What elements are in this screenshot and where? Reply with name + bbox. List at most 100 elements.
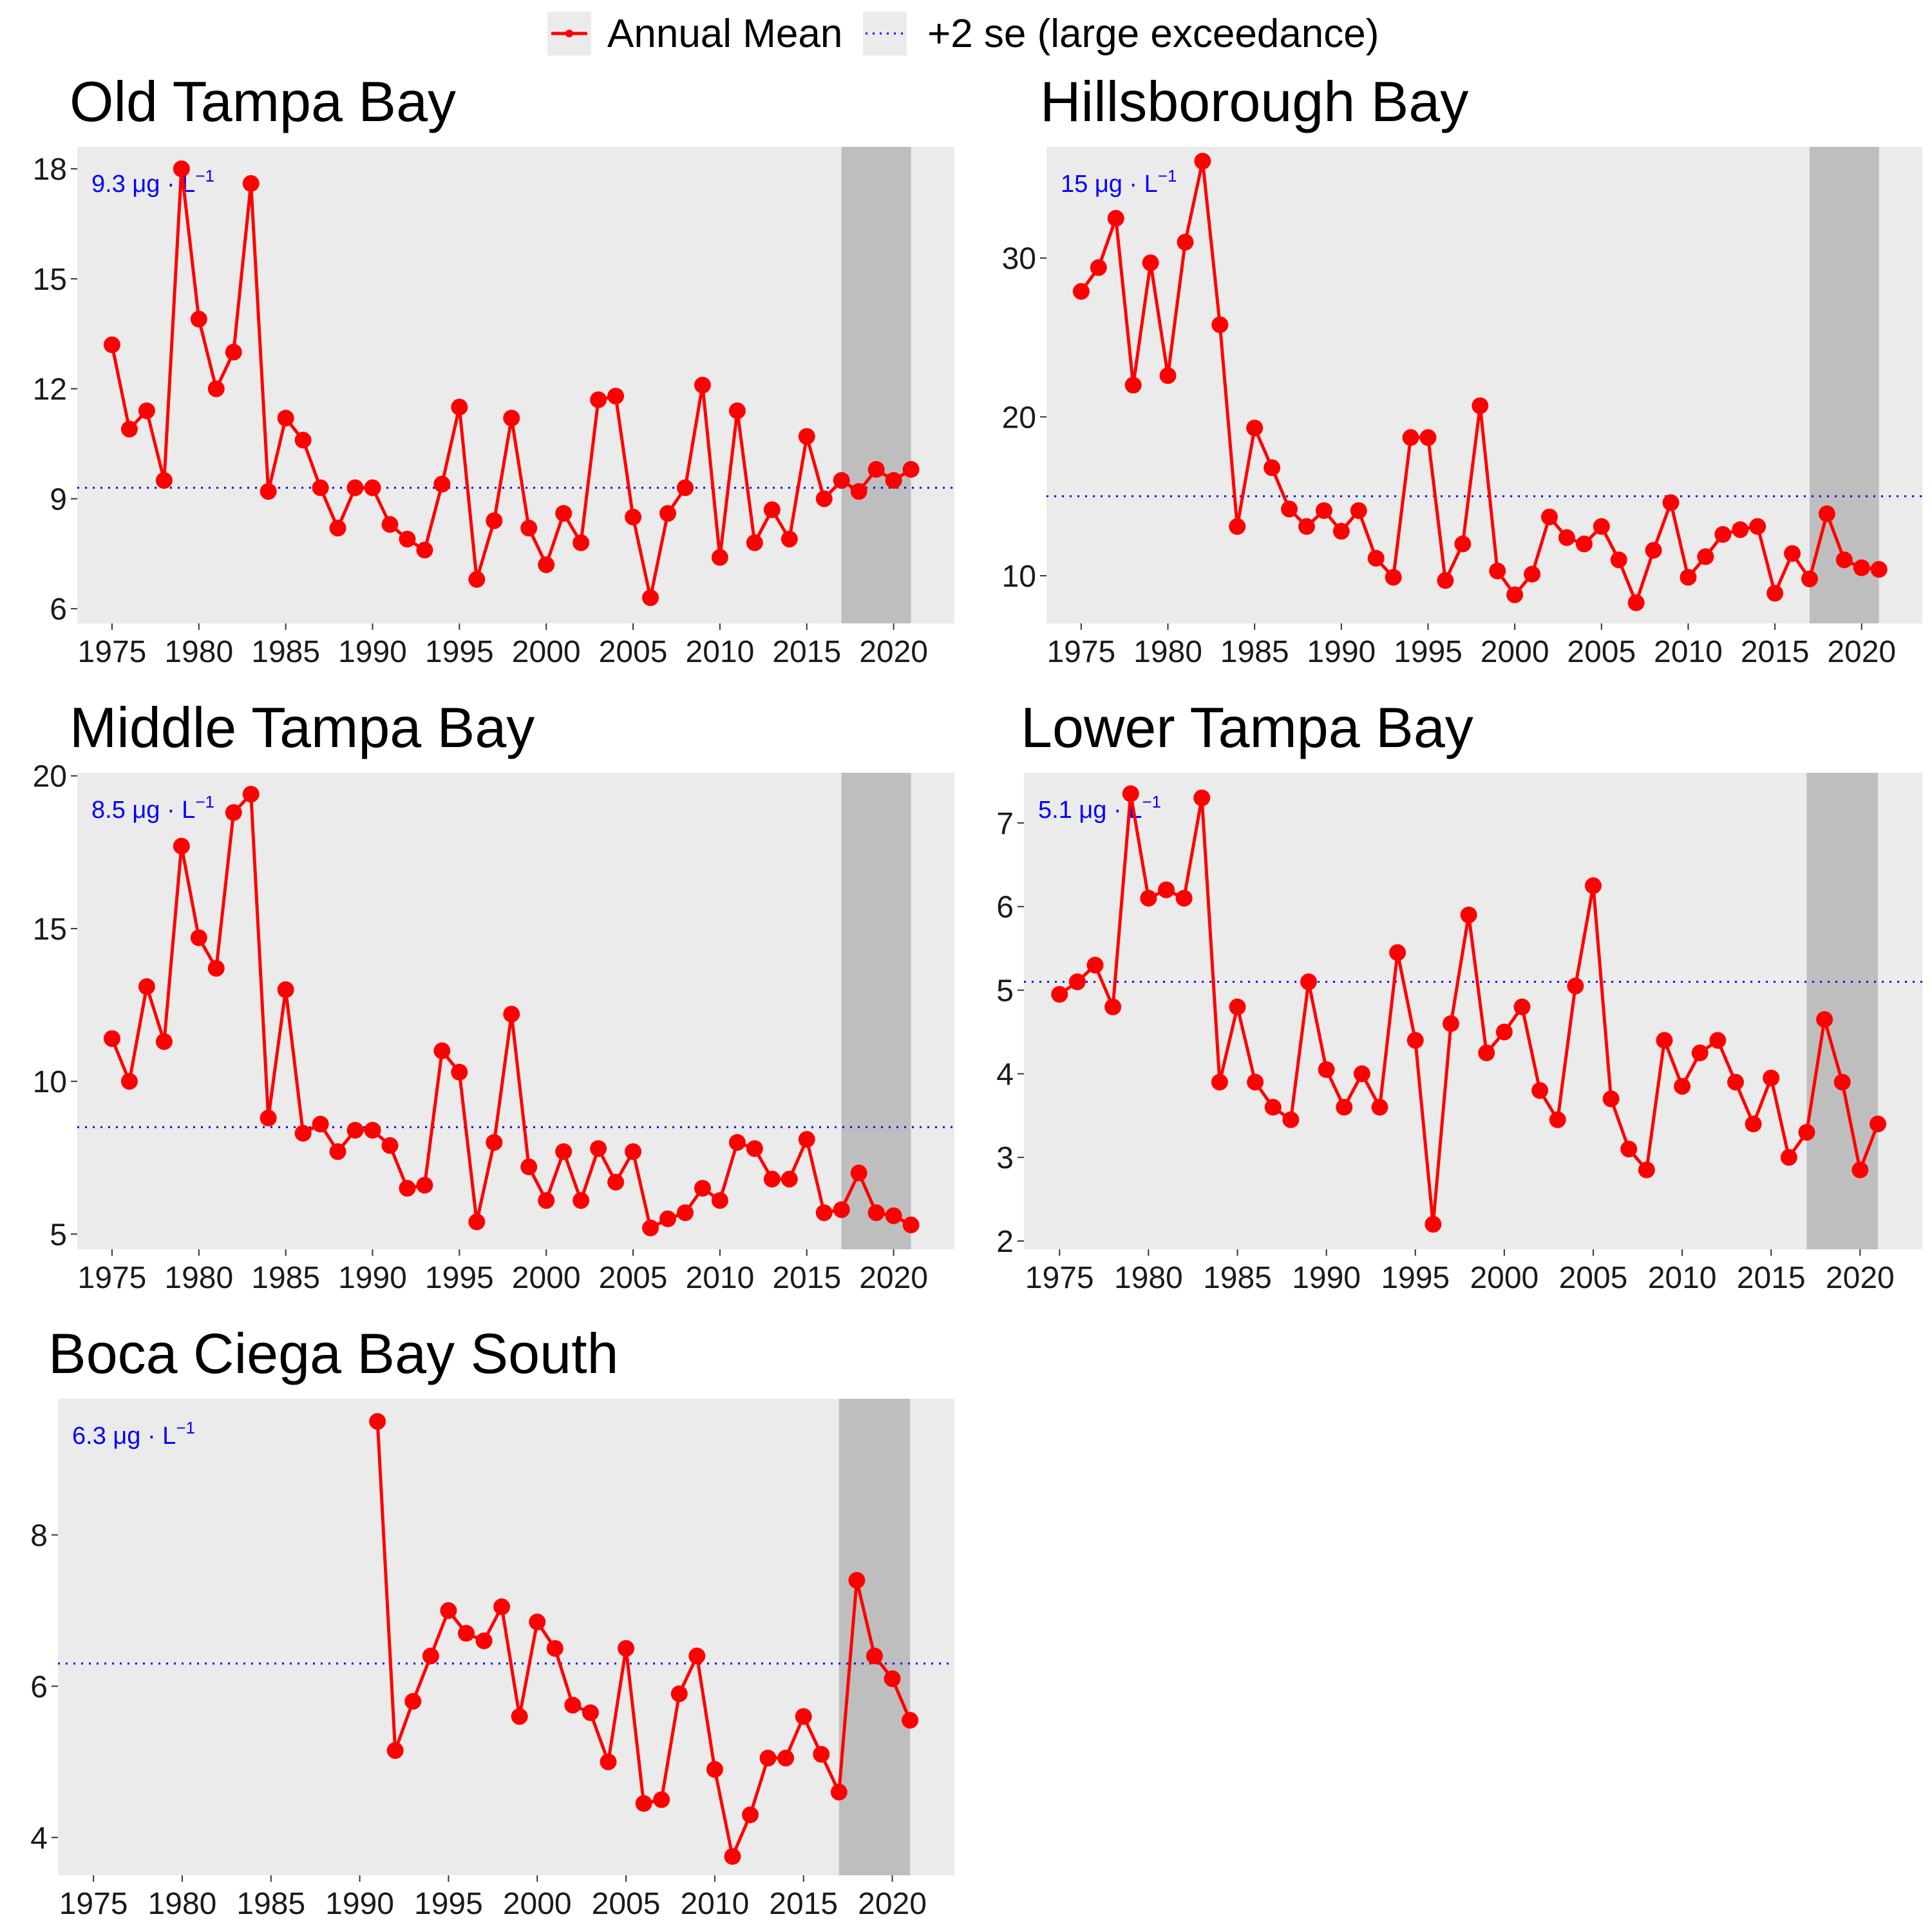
annual-mean-point	[1780, 1149, 1797, 1166]
annual-mean-point	[1524, 565, 1541, 583]
y-tick-label: 9	[50, 482, 67, 516]
annual-mean-point	[1104, 998, 1122, 1016]
annual-mean-point	[763, 1170, 781, 1188]
threshold-label: 5.1 μg · L−1	[1038, 792, 1161, 824]
y-tick-label: 2	[996, 1225, 1014, 1259]
annual-mean-point	[1745, 1115, 1762, 1133]
y-tick-label: 18	[33, 153, 67, 187]
annual-mean-point	[1159, 367, 1177, 384]
annual-mean-point	[1051, 986, 1068, 1003]
y-tick-label: 6	[996, 891, 1014, 925]
x-tick-label: 2010	[680, 1887, 749, 1921]
annual-mean-point	[1229, 518, 1246, 535]
annual-mean-point	[1437, 572, 1454, 589]
plot-background	[1024, 773, 1922, 1249]
threshold-label: 6.3 μg · L−1	[72, 1418, 195, 1450]
x-tick-label: 2020	[858, 1887, 927, 1921]
annual-mean-point	[573, 534, 590, 551]
annual-mean-point	[207, 380, 225, 397]
annual-mean-point	[1460, 906, 1477, 923]
annual-mean-point	[1801, 570, 1818, 587]
y-tick-label: 8	[30, 1519, 48, 1553]
x-tick-label: 2005	[599, 635, 668, 669]
annual-mean-point	[1318, 1061, 1335, 1078]
annual-mean-point	[1513, 998, 1531, 1016]
panel-title: Old Tampa Bay	[70, 70, 456, 133]
x-tick-label: 1995	[425, 1261, 494, 1295]
annual-mean-point	[670, 1685, 688, 1703]
annual-mean-point	[1870, 561, 1888, 578]
annual-mean-point	[1674, 1077, 1691, 1095]
annual-mean-point	[555, 505, 573, 522]
annual-mean-point	[885, 472, 902, 489]
annual-mean-point	[1332, 522, 1350, 540]
annual-mean-point	[1610, 551, 1627, 569]
annual-mean-point	[1714, 526, 1732, 543]
legend-point-annual-mean	[565, 30, 573, 37]
y-tick-label: 10	[1002, 560, 1036, 594]
annual-mean-point	[1662, 494, 1680, 511]
annual-mean-point	[867, 460, 885, 478]
annual-mean-point	[694, 1180, 711, 1197]
annual-mean-point	[346, 479, 364, 497]
annual-mean-point	[902, 1712, 919, 1729]
annual-mean-point	[833, 472, 850, 489]
annual-mean-point	[850, 1164, 867, 1182]
x-tick-label: 2020	[859, 635, 928, 669]
annual-mean-point	[173, 837, 190, 855]
annual-mean-point	[1489, 562, 1506, 580]
annual-mean-point	[103, 1030, 120, 1047]
annual-mean-point	[600, 1753, 617, 1770]
annual-mean-point	[706, 1761, 723, 1778]
annual-mean-point	[433, 1042, 451, 1059]
annual-mean-point	[1281, 500, 1298, 518]
annual-mean-point	[867, 1204, 885, 1222]
x-tick-label: 1990	[338, 1261, 407, 1295]
legend: Annual Mean +2 se (large exceedance)	[547, 12, 1379, 56]
annual-mean-point	[1869, 1115, 1886, 1133]
annual-mean-point	[138, 978, 155, 996]
annual-mean-point	[884, 1670, 901, 1687]
annual-mean-point	[1680, 569, 1697, 586]
annual-mean-point	[416, 1177, 433, 1194]
panel-title: Lower Tampa Bay	[1021, 696, 1473, 759]
annual-mean-point	[885, 1207, 902, 1224]
annual-mean-point	[1157, 881, 1175, 898]
annual-mean-point	[850, 483, 867, 500]
annual-mean-point	[399, 1180, 416, 1197]
x-tick-label: 2000	[512, 635, 581, 669]
annual-mean-point	[902, 1217, 920, 1234]
annual-mean-point	[1763, 1069, 1780, 1086]
annual-mean-point	[329, 520, 346, 536]
annual-mean-point	[676, 479, 694, 497]
annual-mean-point	[486, 512, 503, 529]
x-tick-label: 2020	[1826, 1261, 1895, 1295]
annual-mean-point	[546, 1640, 564, 1657]
annual-mean-point	[742, 1806, 759, 1824]
annual-mean-point	[1142, 254, 1159, 272]
annual-mean-point	[1540, 508, 1558, 526]
y-tick-label: 5	[50, 1218, 67, 1252]
annual-mean-point	[1193, 789, 1211, 806]
x-tick-label: 1985	[236, 1887, 305, 1921]
annual-mean-point	[1784, 545, 1801, 562]
annual-mean-point	[653, 1791, 670, 1808]
annual-mean-point	[1406, 1032, 1424, 1049]
annual-mean-point	[1798, 1124, 1815, 1141]
annual-mean-point	[381, 516, 399, 533]
annual-mean-point	[1124, 377, 1142, 393]
annual-mean-point	[1385, 569, 1402, 586]
x-tick-label: 1975	[1025, 1261, 1094, 1295]
x-tick-label: 1985	[1220, 635, 1289, 669]
annual-mean-point	[277, 981, 294, 998]
annual-mean-point	[728, 1133, 746, 1151]
annual-mean-point	[555, 1143, 573, 1160]
y-tick-label: 4	[996, 1057, 1014, 1092]
annual-mean-point	[1367, 549, 1385, 567]
annual-mean-point	[1531, 1082, 1549, 1099]
annual-mean-point	[1727, 1074, 1744, 1091]
annual-mean-point	[590, 1140, 607, 1157]
annual-mean-point	[1264, 1099, 1282, 1116]
annual-mean-point	[1472, 397, 1489, 415]
x-tick-label: 2015	[1741, 635, 1810, 669]
